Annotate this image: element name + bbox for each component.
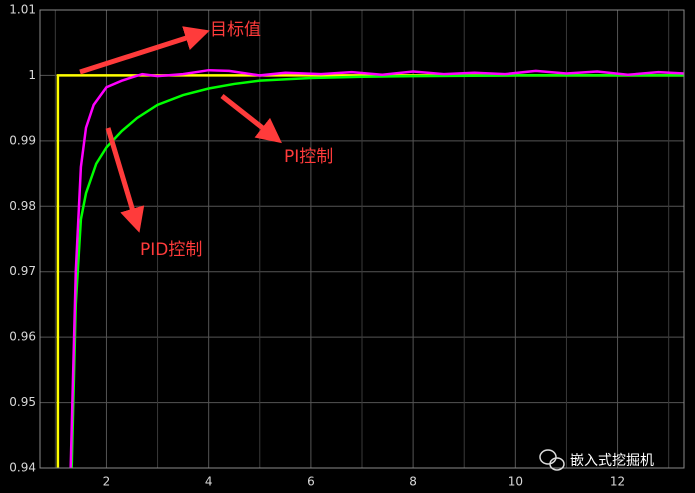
y-tick-label: 0.96 <box>9 330 36 344</box>
arrows <box>79 26 282 233</box>
annotation: PID控制 <box>140 240 202 260</box>
y-tick-label: 0.94 <box>9 461 36 475</box>
x-tick-label: 8 <box>409 475 417 489</box>
x-tick-label: 6 <box>307 475 315 489</box>
y-tick-label: 1.01 <box>9 3 36 17</box>
y-tick-label: 1 <box>28 68 36 82</box>
annotation: 目标值 <box>210 20 261 40</box>
y-tick-label: 0.95 <box>9 395 36 409</box>
x-tick-label: 2 <box>103 475 111 489</box>
y-tick-label: 0.99 <box>9 133 36 147</box>
watermark: 嵌入式挖掘机 <box>570 453 654 469</box>
plot-border <box>39 9 685 469</box>
watermark-icon <box>539 449 565 471</box>
y-tick-label: 0.98 <box>9 199 36 213</box>
y-tick-label: 0.97 <box>9 264 36 278</box>
series-line <box>69 68 684 468</box>
series-line <box>70 74 684 468</box>
x-tick-label: 4 <box>205 475 213 489</box>
annotation: PI控制 <box>284 147 333 167</box>
x-tick-label: 10 <box>508 475 523 489</box>
x-tick-label: 12 <box>610 475 625 489</box>
